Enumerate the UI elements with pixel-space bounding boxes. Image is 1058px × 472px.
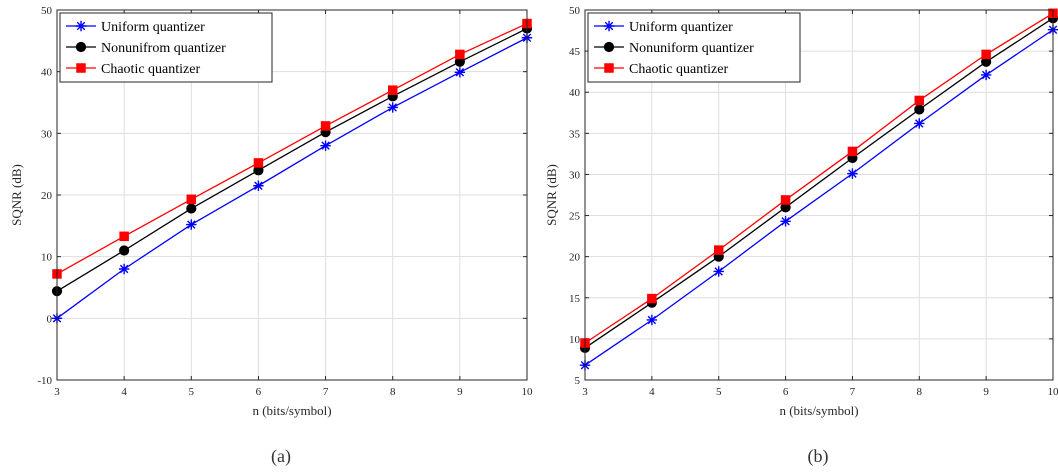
subfigure-caption: (b) [808,446,829,467]
y-tick-label: 40 [41,67,53,79]
series-line-3 [584,12,1054,344]
x-tick-label: 4 [649,386,655,398]
legend-marker [75,41,87,53]
y-tick-label: 10 [41,252,53,264]
x-tick-label: 7 [323,386,329,398]
data-point [119,245,130,256]
series-line-2 [56,27,528,292]
y-tick-label: 20 [41,190,53,202]
y-tick-label: 0 [47,313,53,325]
series-line-1 [56,37,528,319]
y-tick-label: 40 [569,87,581,99]
y-tick-label: 5 [575,375,581,387]
data-point [455,49,465,60]
data-point [186,219,197,230]
data-point [387,102,398,113]
data-point [914,95,925,106]
y-tick-label: 10 [569,334,581,346]
data-point [387,85,398,95]
data-point [981,49,991,60]
data-point [320,121,331,131]
data-point [253,158,264,168]
subfigure-caption: (a) [271,446,291,467]
x-tick-label: 3 [582,386,588,398]
y-tick-label: 50 [41,5,53,17]
data-point [454,67,466,78]
y-tick-label: 30 [41,128,53,140]
legend-label: Nonuniform quantizer [629,41,754,56]
data-point [980,69,992,81]
y-tick-label: 50 [569,5,581,17]
data-point [646,314,658,326]
x-tick-label: 4 [121,386,127,398]
legend: Uniform quantizer Nonunifrom quantizer Cha… [59,12,273,83]
legend-label: Uniform quantizer [629,20,733,35]
data-point [320,140,331,151]
series-line-3 [56,22,528,275]
y-tick-label: 15 [569,293,581,305]
x-tick-label: 9 [457,386,463,398]
x-tick-label: 3 [54,386,60,398]
chart-a: 3 4 5 6 7 8 9 10 -10 0 10 20 30 40 50 Uniform quantizer… [9,5,533,467]
legend-label: Uniform quantizer [101,20,205,35]
legend-label: Chaotic quantizer [101,62,200,77]
data-point [253,180,264,191]
legend-marker [75,20,87,32]
y-tick-label: 30 [569,169,581,181]
legend-marker [76,63,86,73]
series-line-1 [584,29,1054,366]
legend-marker [604,63,614,73]
axes-frame [56,9,528,381]
data-point [914,104,925,115]
data-point [780,216,791,227]
y-tick-label: -10 [37,375,52,387]
legend: Uniform quantizer Nonuniform quantizer Cha… [587,12,801,83]
x-tick-label: 5 [716,386,722,398]
y-axis-label: SQNR (dB) [9,164,24,226]
y-tick-label: 45 [569,46,581,58]
legend-label: Chaotic quantizer [629,62,728,77]
data-point [119,231,129,242]
x-tick-label: 6 [256,386,262,398]
x-tick-label: 10 [1048,386,1058,398]
data-point [914,118,925,129]
x-tick-label: 8 [390,386,396,398]
x-axis-label: n (bits/symbol) [252,403,331,418]
data-point [647,293,657,304]
data-point [186,194,197,205]
x-tick-label: 9 [983,386,989,398]
data-point [847,168,858,179]
data-point [713,266,724,277]
axes-frame [584,9,1054,381]
data-point [780,195,791,205]
legend-label: Nonunifrom quantizer [101,41,226,56]
y-tick-label: 25 [569,211,581,223]
data-point [118,263,130,275]
y-tick-label: 20 [569,252,581,264]
data-point [713,245,724,255]
x-tick-label: 10 [522,386,534,398]
y-axis-label: SQNR (dB) [544,164,559,226]
series-line-2 [584,17,1054,349]
legend-marker [603,41,615,53]
legend-marker [603,20,615,32]
data-point [847,146,858,157]
x-tick-label: 6 [783,386,789,398]
data-point [186,203,197,214]
x-tick-label: 7 [850,386,856,398]
x-tick-label: 5 [189,386,195,398]
x-tick-label: 8 [917,386,923,398]
y-tick-label: 35 [569,128,581,140]
x-axis-label: n (bits/symbol) [779,403,858,418]
